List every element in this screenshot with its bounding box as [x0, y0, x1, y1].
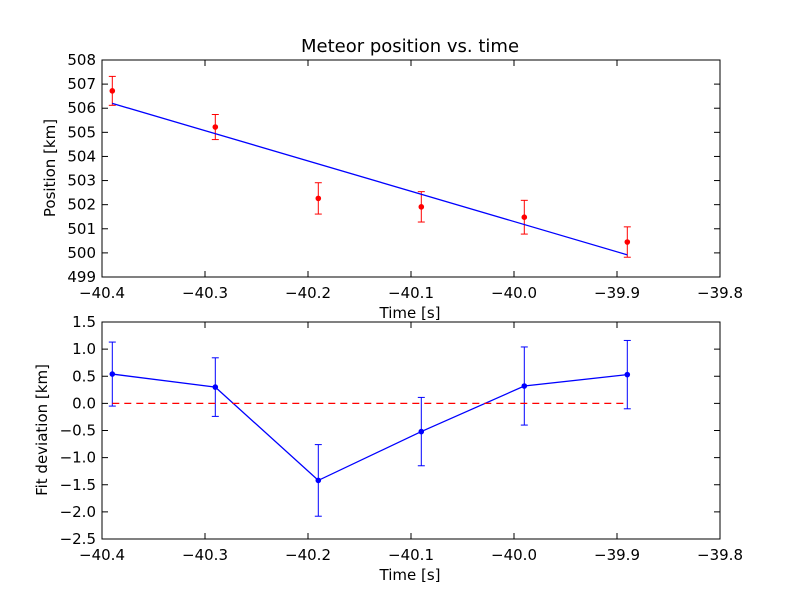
y-tick-label: 505: [67, 123, 96, 141]
position-plot-title: Meteor position vs. time: [301, 36, 519, 57]
y-tick-label: −1.0: [60, 449, 96, 467]
fit-deviation-plot-xlabel: Time [s]: [379, 566, 441, 584]
data-point: [521, 214, 528, 221]
x-tick-label: −40.1: [388, 546, 434, 564]
y-tick-label: 499: [67, 268, 96, 286]
y-tick-label: −1.5: [60, 476, 96, 494]
data-point: [418, 204, 425, 210]
data-point: [418, 428, 425, 435]
position-plot-xlabel: Time [s]: [379, 304, 441, 322]
y-tick-label: −2.5: [60, 530, 96, 548]
data-point: [109, 88, 116, 94]
deviation-line: [112, 373, 628, 482]
y-tick-label: −0.5: [60, 422, 96, 440]
x-tick-label: −40.4: [79, 284, 125, 302]
data-point: [212, 124, 219, 130]
data-point: [109, 371, 116, 377]
y-tick-label: 502: [67, 196, 96, 214]
x-tick-label: −39.9: [594, 546, 640, 564]
x-tick-label: −40.3: [182, 284, 228, 302]
y-tick-label: 0.5: [72, 367, 96, 385]
fit-line: [112, 102, 628, 256]
y-tick-label: 1.0: [72, 340, 96, 358]
x-tick-label: −40.3: [182, 546, 228, 564]
data-point: [624, 239, 631, 245]
y-tick-label: −2.0: [60, 503, 96, 521]
data-point: [212, 384, 219, 390]
position-plot-ylabel: Position [km]: [41, 119, 59, 217]
x-tick-label: −39.8: [697, 284, 743, 302]
y-tick-label: 503: [67, 172, 96, 190]
y-tick-label: 501: [67, 220, 96, 238]
x-tick-label: −40.0: [491, 284, 537, 302]
x-tick-label: −40.0: [491, 546, 537, 564]
x-tick-label: −40.1: [388, 284, 434, 302]
position-plot: Meteor position vs. time Time [s] Positi…: [41, 36, 743, 322]
x-tick-label: −40.4: [79, 546, 125, 564]
y-tick-label: 0.0: [72, 394, 96, 412]
y-tick-label: 504: [67, 147, 96, 165]
y-tick-label: 500: [67, 244, 96, 262]
x-tick-label: −39.9: [594, 284, 640, 302]
y-tick-label: 1.5: [72, 313, 96, 331]
y-tick-label: 508: [67, 51, 96, 69]
fit-deviation-plot: Time [s] Fit deviation [km] −40.4 −40.3 −4…: [33, 313, 743, 584]
fit-deviation-plot-ylabel: Fit deviation [km]: [33, 364, 51, 496]
data-point: [315, 477, 322, 484]
x-tick-label: −39.8: [697, 546, 743, 564]
x-tick-label: −40.2: [285, 546, 331, 564]
x-tick-label: −40.2: [285, 284, 331, 302]
data-point: [521, 383, 528, 389]
y-tick-label: 506: [67, 99, 96, 117]
data-point: [624, 371, 631, 378]
data-point: [315, 195, 322, 202]
y-tick-label: 507: [67, 75, 96, 93]
